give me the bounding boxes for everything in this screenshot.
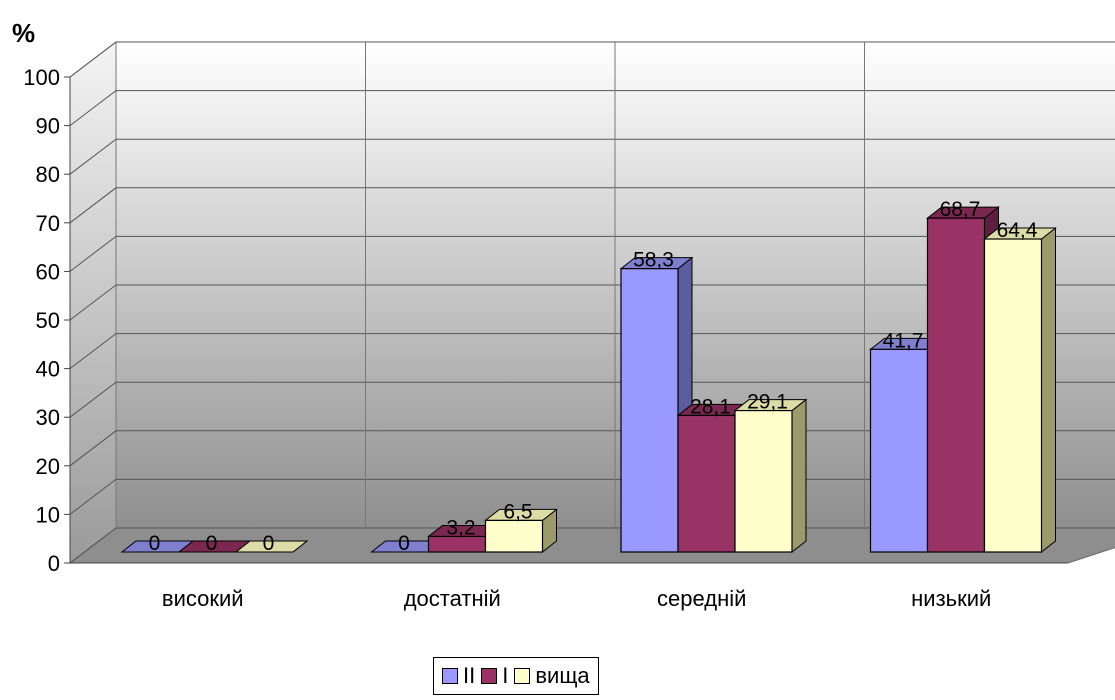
x-category-label: середній	[657, 586, 746, 611]
legend-item: I	[481, 663, 508, 689]
data-label: 6,5	[503, 500, 532, 523]
legend-swatch	[481, 668, 498, 684]
legend-label: II	[463, 663, 476, 688]
data-label: 58,3	[633, 249, 674, 272]
data-label: 28,1	[690, 395, 731, 418]
y-tick-label: 40	[36, 357, 60, 382]
y-tick-label: 10	[36, 502, 60, 527]
data-label: 64,4	[997, 219, 1038, 242]
x-category-label: високий	[162, 586, 244, 611]
data-label: 3,2	[446, 516, 475, 539]
bar	[733, 398, 808, 554]
bar	[983, 226, 1057, 554]
data-label: 0	[263, 532, 275, 555]
bar-front-face	[926, 217, 986, 553]
data-label: 41,7	[883, 329, 924, 352]
bar-side-face	[1041, 226, 1056, 554]
bar-front-face	[620, 268, 679, 553]
y-tick-label: 0	[48, 551, 60, 576]
y-tick-label: 90	[36, 114, 60, 139]
bar-front-face	[734, 409, 793, 553]
y-tick-label: 20	[36, 454, 60, 479]
gridline	[69, 527, 1115, 564]
gridline	[69, 478, 1115, 515]
gridline	[69, 333, 1115, 369]
data-label: 68,7	[940, 198, 981, 221]
data-label: 0	[206, 532, 218, 555]
bar	[427, 524, 501, 554]
x-category-label: низький	[911, 586, 991, 611]
gridline	[69, 284, 1115, 321]
gridline	[69, 381, 1115, 418]
bar-front-face	[869, 348, 929, 553]
gridline	[69, 138, 1115, 175]
y-axis-unit-label: %	[12, 18, 35, 48]
bar-side-face	[791, 398, 807, 554]
y-tick-label: 100	[23, 65, 60, 90]
data-label: 0	[398, 532, 410, 555]
legend-swatch	[514, 668, 531, 684]
y-tick-label: 60	[36, 259, 60, 284]
y-tick-label: 50	[36, 308, 60, 333]
y-tick-label: 80	[36, 162, 60, 187]
legend-item: II	[442, 663, 475, 689]
legend-item: вища	[514, 663, 590, 689]
data-label: 29,1	[747, 391, 788, 414]
gridline	[69, 430, 1115, 467]
legend-swatch	[442, 668, 458, 684]
data-label: 0	[149, 532, 161, 555]
gridline	[69, 235, 1115, 272]
y-tick-label: 70	[36, 211, 60, 236]
x-category-label: достатній	[404, 586, 501, 611]
bar	[234, 540, 309, 553]
bar-top-face	[234, 540, 309, 553]
gridline	[69, 187, 1115, 224]
bar-front-face	[983, 238, 1043, 553]
bar-front-face	[484, 519, 544, 553]
gridline	[69, 90, 1115, 126]
bar	[484, 508, 558, 554]
bar-front-face	[677, 414, 736, 553]
y-tick-label: 30	[36, 405, 60, 430]
legend-label: вища	[535, 663, 590, 688]
gridline	[69, 41, 1115, 78]
legend-label: I	[502, 663, 509, 688]
